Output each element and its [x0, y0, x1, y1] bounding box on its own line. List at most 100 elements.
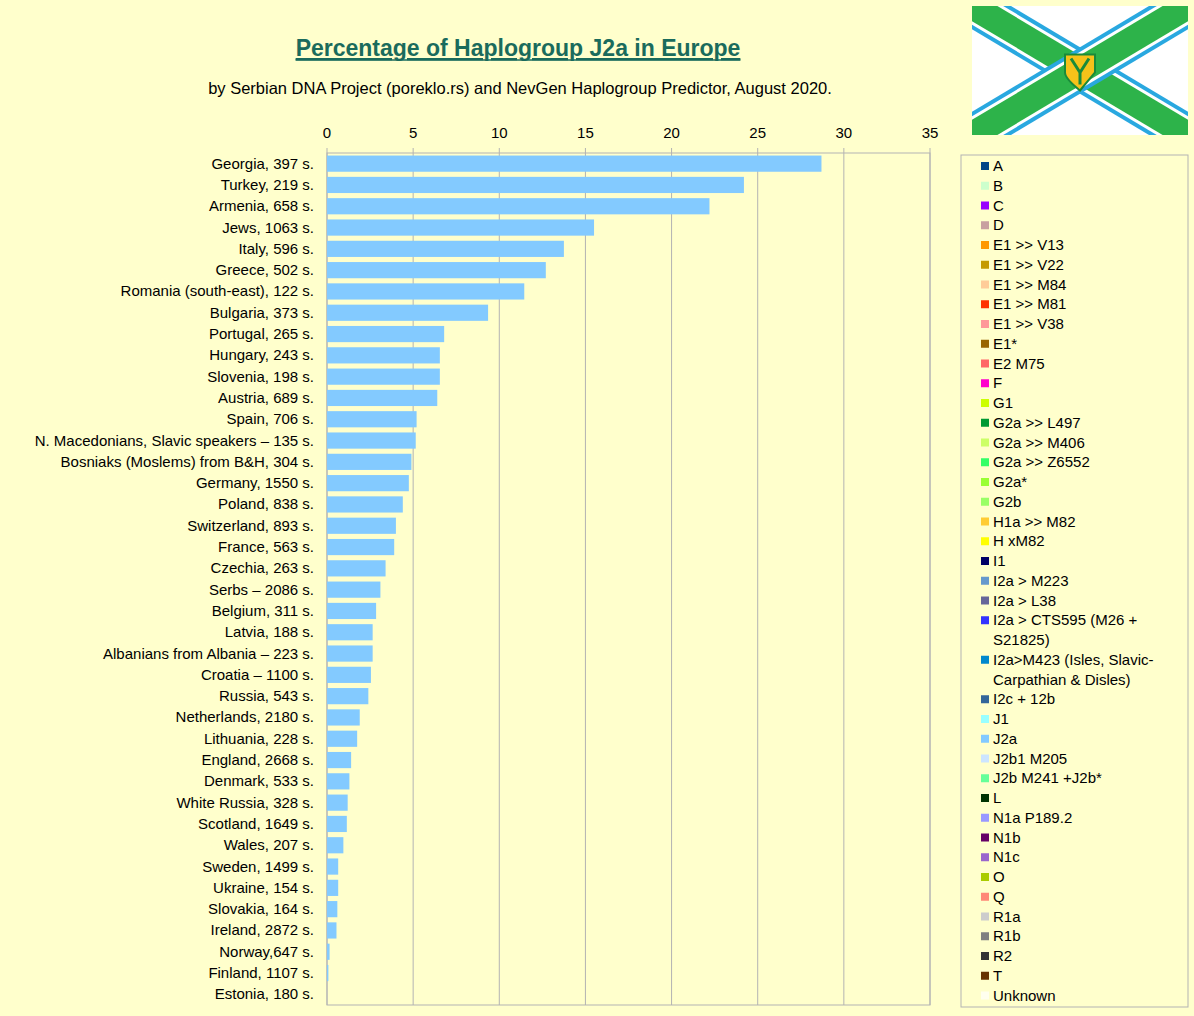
category-label: Scotland, 1649 s.	[198, 815, 314, 832]
title-underline	[296, 59, 741, 61]
flag-emblem	[1065, 55, 1095, 91]
legend-swatch	[981, 656, 989, 664]
legend-label: I2a > L38	[993, 592, 1056, 609]
legend-label: C	[993, 197, 1004, 214]
category-label: Denmark, 533 s.	[204, 772, 314, 789]
category-label: Finland, 1107 s.	[208, 964, 314, 981]
category-label: Turkey, 219 s.	[221, 176, 314, 193]
bars	[327, 156, 821, 982]
legend-swatch	[981, 518, 989, 526]
category-label: Ukraine, 154 s.	[213, 879, 314, 896]
legend-label-line: E2 M75	[993, 355, 1045, 372]
legend-label: D	[993, 216, 1004, 233]
legend-swatch	[981, 932, 989, 940]
legend-label-line: E1 >> V22	[993, 256, 1064, 273]
legend-swatch	[981, 221, 989, 229]
bar	[327, 773, 349, 789]
flag-green	[972, 6, 1188, 135]
tick-mark	[930, 148, 931, 153]
legend-label-line: A	[993, 157, 1003, 174]
flag-field	[972, 6, 1188, 135]
legend-swatch	[981, 952, 989, 960]
bar	[327, 518, 396, 534]
bar	[327, 496, 403, 512]
legend-label-line: N1c	[993, 848, 1020, 865]
bar	[327, 795, 348, 811]
grid-line	[671, 153, 672, 1005]
category-label: Slovakia, 164 s.	[208, 900, 314, 917]
tick-mark	[843, 148, 844, 153]
category-label: Bosniaks (Moslems) from B&H, 304 s.	[61, 453, 314, 470]
legend-swatch	[981, 577, 989, 585]
legend-label-line: N1a P189.2	[993, 809, 1072, 826]
grid-line	[327, 153, 328, 1005]
legend-swatch	[981, 320, 989, 328]
category-label: Hungary, 243 s.	[209, 346, 314, 363]
bar	[327, 922, 336, 938]
category-label: Bulgaria, 373 s.	[210, 304, 314, 321]
category-label: Estonia, 180 s.	[215, 985, 314, 1002]
bar	[327, 709, 360, 725]
legend-swatch	[981, 755, 989, 763]
legend-label-line: B	[993, 177, 1003, 194]
bar	[327, 177, 744, 193]
legend-label-line: I2a>M423 (Isles, Slavic-	[993, 651, 1153, 668]
legend-label-line: G2a >> L497	[993, 414, 1081, 431]
bar	[327, 880, 338, 896]
bar	[327, 283, 524, 299]
tick-mark	[671, 148, 672, 153]
legend-swatch	[981, 774, 989, 782]
legend-label: N1b	[993, 829, 1021, 846]
bar	[327, 411, 417, 427]
bar	[327, 198, 709, 214]
tick-label: 15	[577, 124, 594, 141]
grid-line	[585, 153, 586, 1005]
legend-label: L	[993, 789, 1001, 806]
category-label: Greece, 502 s.	[216, 261, 314, 278]
bar	[327, 390, 437, 406]
legend-label: E1*	[993, 335, 1017, 352]
tick-label: 25	[749, 124, 766, 141]
legend: ABCDE1 >> V13E1 >> V22E1 >> M84E1 >> M81…	[961, 155, 1188, 1007]
legend-swatch	[981, 360, 989, 368]
legend-label: B	[993, 177, 1003, 194]
flag	[972, 6, 1188, 135]
legend-label-line: J2a	[993, 730, 1018, 747]
title: Percentage of Haplogroup J2a in Europe	[296, 35, 741, 61]
legend-label-line: D	[993, 216, 1004, 233]
legend-label-line: G2a >> Z6552	[993, 453, 1090, 470]
legend-label: E1 >> V13	[993, 236, 1064, 253]
legend-label: A	[993, 157, 1003, 174]
legend-label-line: I1	[993, 552, 1006, 569]
legend-label-line: I2a > CTS595 (M26 +	[993, 611, 1137, 628]
category-label: Lithuania, 228 s.	[204, 730, 314, 747]
category-label: Netherlands, 2180 s.	[176, 708, 314, 725]
legend-label: G2b	[993, 493, 1021, 510]
legend-label-line: E1 >> M81	[993, 295, 1066, 312]
legend-label-line: G1	[993, 394, 1013, 411]
flag-green	[972, 6, 1188, 135]
legend-swatch	[981, 439, 989, 447]
legend-label-line: I2a > M223	[993, 572, 1068, 589]
legend-box	[961, 155, 1188, 1007]
category-label: Jews, 1063 s.	[222, 219, 314, 236]
legend-label: E2 M75	[993, 355, 1045, 372]
legend-label: R2	[993, 947, 1012, 964]
tick-mark	[413, 148, 414, 153]
legend-swatch	[981, 616, 989, 624]
category-label: Latvia, 188 s.	[225, 623, 314, 640]
legend-label: J2b M241 +J2b*	[993, 769, 1102, 786]
legend-label-line: J1	[993, 710, 1009, 727]
bar	[327, 156, 821, 172]
tick-label: 35	[922, 124, 939, 141]
legend-label: H xM82	[993, 532, 1045, 549]
legend-label-line: Carpathian & Disles)	[993, 671, 1131, 688]
legend-label-line: Q	[993, 888, 1005, 905]
legend-label-line: Unknown	[993, 987, 1056, 1004]
bar	[327, 454, 411, 470]
legend-label: Unknown	[993, 987, 1056, 1004]
bar	[327, 539, 394, 555]
category-label: France, 563 s.	[218, 538, 314, 555]
legend-label: I1	[993, 552, 1006, 569]
category-label: Sweden, 1499 s.	[202, 858, 314, 875]
